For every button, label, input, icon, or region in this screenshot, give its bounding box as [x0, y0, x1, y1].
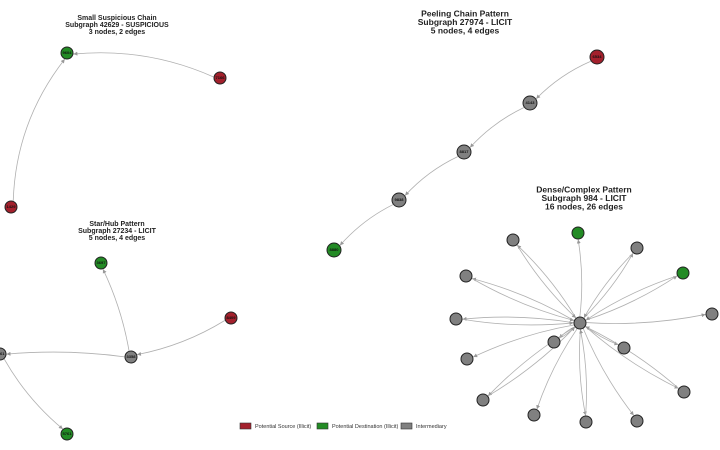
- node: [677, 385, 691, 399]
- node-label: 3697: [97, 260, 107, 265]
- edge: [136, 320, 226, 356]
- node: [476, 393, 490, 407]
- node: [630, 414, 644, 428]
- node: [573, 316, 587, 330]
- edge: [462, 316, 574, 324]
- node-label: 2761: [0, 351, 5, 356]
- subgraph-subtitle: Subgraph 27234 - LICIT: [78, 228, 157, 235]
- node: [589, 49, 605, 65]
- edge: [585, 275, 678, 321]
- edge: [339, 204, 394, 246]
- edge: [473, 324, 574, 358]
- legend-swatch: [239, 422, 252, 430]
- edge: [535, 60, 591, 100]
- subgraph-stats: 16 nodes, 26 edges: [545, 201, 623, 211]
- node: [391, 192, 407, 208]
- subgraph-title: Peeling Chain Pattern: [421, 8, 509, 18]
- node: [459, 269, 473, 283]
- edges: [3, 51, 706, 430]
- edge: [6, 351, 125, 358]
- edge: [102, 269, 130, 351]
- node: [630, 241, 644, 255]
- node: [705, 307, 719, 321]
- node: [94, 256, 108, 270]
- edge: [487, 326, 576, 397]
- edge: [471, 278, 575, 322]
- node: [506, 233, 520, 247]
- node-label: 9838: [395, 197, 405, 202]
- edge: [469, 107, 525, 148]
- subgraph-stats: 5 nodes, 4 edges: [431, 25, 500, 35]
- legend-label: Potential Destination (Illicit): [332, 424, 399, 430]
- node: [456, 144, 472, 160]
- edge: [462, 318, 574, 326]
- edge: [576, 239, 583, 317]
- edge: [585, 326, 679, 389]
- node-label: 8817: [460, 149, 470, 154]
- subgraph-stats: 5 nodes, 4 edges: [89, 235, 146, 242]
- node: [213, 71, 227, 85]
- node: [617, 341, 631, 355]
- node-label: 7166: [216, 75, 226, 80]
- node: [0, 347, 7, 361]
- node: [60, 46, 74, 60]
- node: [460, 352, 474, 366]
- nodes: 9604 7166 1429 6534 4143 8817 9838 8880 3358 3697…: [0, 46, 719, 441]
- node-label: 8409: [227, 315, 237, 320]
- legend: Potential Source (Illicit) Potential Dest…: [239, 422, 447, 430]
- node-label: 1429: [7, 204, 17, 209]
- edge: [516, 244, 577, 319]
- node-label: 8880: [330, 247, 340, 252]
- subgraph-title: Star/Hub Pattern: [89, 221, 144, 228]
- node-label: 3358: [127, 354, 137, 359]
- edge: [516, 244, 577, 319]
- node: [571, 226, 585, 240]
- edge: [579, 329, 587, 416]
- subgraph-stats: 3 nodes, 2 edges: [89, 29, 146, 36]
- edge: [73, 51, 214, 78]
- node: [224, 311, 238, 325]
- node: [527, 408, 541, 422]
- edge: [404, 156, 459, 196]
- node: [326, 242, 342, 258]
- node: [547, 335, 561, 349]
- edge: [471, 277, 575, 321]
- subgraph-title: Small Suspicious Chain: [77, 15, 156, 22]
- node: [676, 266, 690, 280]
- edge: [487, 326, 576, 397]
- edge: [579, 329, 587, 416]
- legend-swatch: [400, 422, 413, 430]
- node: [124, 350, 138, 364]
- node-label: 9604: [63, 50, 73, 55]
- subgraph-title: Dense/Complex Pattern: [536, 184, 631, 194]
- edge: [12, 58, 66, 201]
- node: [449, 312, 463, 326]
- node: [4, 200, 18, 214]
- subgraph-subtitle: Subgraph 27974 - LICIT: [418, 17, 513, 27]
- node: [60, 427, 74, 441]
- node-label: 4143: [526, 100, 536, 105]
- node: [579, 415, 593, 429]
- edge: [582, 328, 635, 416]
- legend-swatch: [316, 422, 329, 430]
- legend-label: Intermediary: [416, 424, 447, 430]
- edge: [3, 358, 64, 430]
- node-label: 5761: [63, 431, 73, 436]
- edge: [585, 275, 678, 321]
- edge: [585, 326, 679, 389]
- edge: [536, 328, 578, 410]
- node: [522, 95, 538, 111]
- edge: [583, 252, 634, 319]
- edge: [583, 252, 634, 319]
- node-label: 6534: [593, 54, 603, 59]
- subgraph-subtitle: Subgraph 42629 - SUSPICIOUS: [65, 22, 169, 29]
- legend-label: Potential Source (Illicit): [255, 424, 311, 430]
- edge: [586, 313, 706, 324]
- subgraph-subtitle: Subgraph 984 - LICIT: [541, 193, 627, 203]
